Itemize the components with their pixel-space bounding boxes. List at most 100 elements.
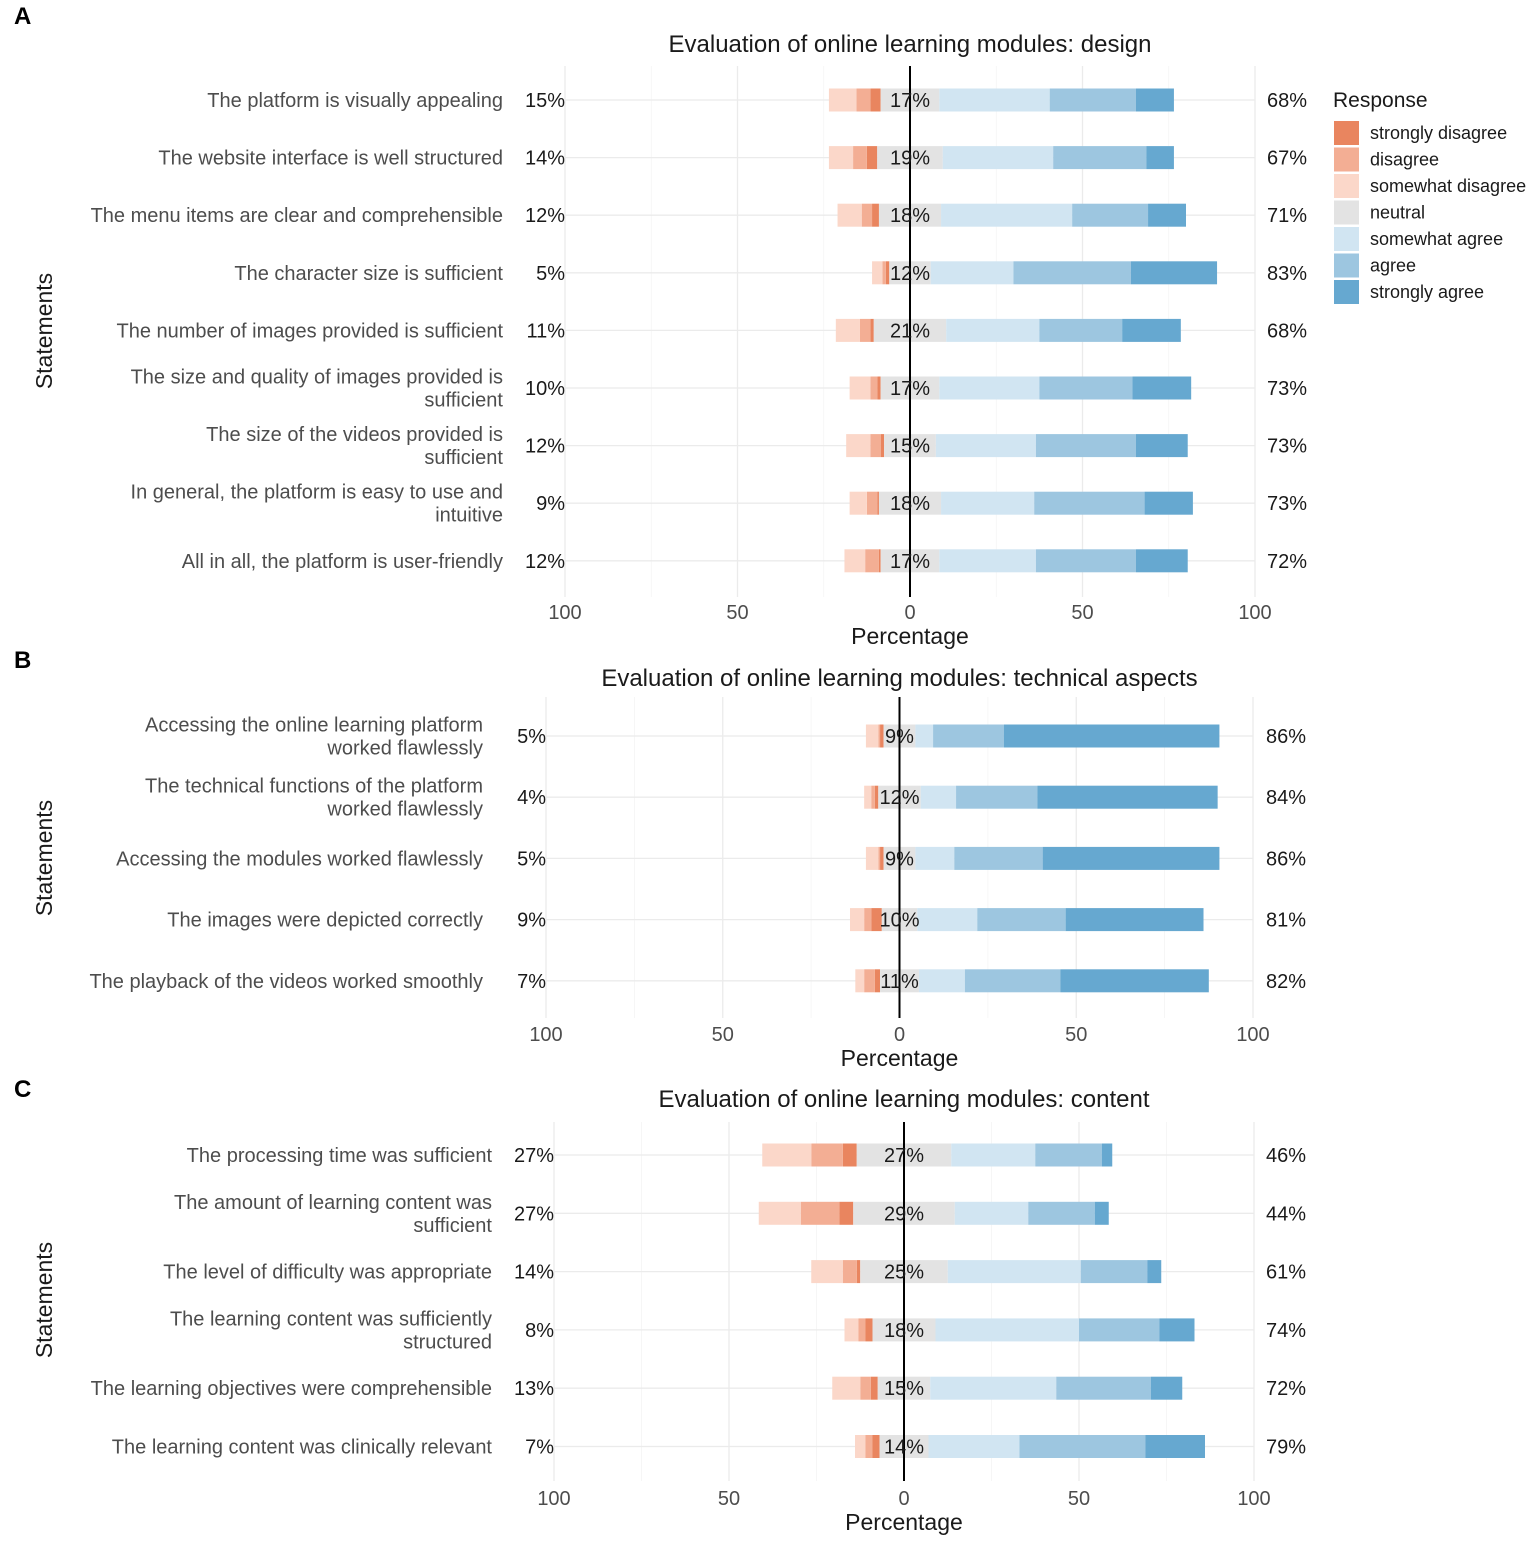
bar-segment-strongly-agree xyxy=(1122,318,1181,342)
agree-percent-label: 46% xyxy=(1266,1145,1306,1167)
bar-segment-somewhat-disagree xyxy=(864,785,872,809)
bar-row xyxy=(832,1376,1183,1400)
bar-segment-agree xyxy=(1013,261,1131,285)
bar-row xyxy=(837,203,1186,227)
bar-row xyxy=(865,846,1220,870)
bar-segment-disagree xyxy=(866,491,878,515)
chart-title: Evaluation of online learning modules: c… xyxy=(659,1086,1150,1113)
disagree-percent-label: 27% xyxy=(514,1203,554,1225)
bar-segment-somewhat-agree xyxy=(939,88,1050,112)
bar-segment-strongly-agree xyxy=(1135,88,1174,112)
bar-row xyxy=(762,1143,1113,1167)
legend-swatch xyxy=(1334,147,1359,172)
statement-label: The processing time was sufficient xyxy=(187,1145,493,1167)
bar-segment-strongly-disagree xyxy=(865,1318,873,1342)
bar-segment-somewhat-disagree xyxy=(835,318,860,342)
legend-swatch xyxy=(1334,174,1359,198)
bar-segment-somewhat-agree xyxy=(947,1260,1081,1284)
agree-percent-label: 61% xyxy=(1266,1262,1306,1284)
bar-segment-somewhat-agree xyxy=(918,969,965,993)
agree-percent-label: 68% xyxy=(1267,90,1307,112)
bar-segment-disagree xyxy=(871,785,875,809)
disagree-percent-label: 12% xyxy=(525,551,565,573)
legend-swatch xyxy=(1334,253,1359,278)
bar-row xyxy=(846,434,1188,458)
bar-segment-somewhat-agree xyxy=(939,549,1036,573)
bar-segment-agree xyxy=(1039,318,1123,342)
bar-segment-strongly-disagree xyxy=(856,1260,861,1284)
bar-segment-disagree xyxy=(800,1201,840,1225)
statement-label: The menu items are clear and comprehensi… xyxy=(91,205,503,227)
x-tick-label: 0 xyxy=(904,602,915,624)
bar-segment-strongly-agree xyxy=(1144,491,1193,515)
bar-segment-somewhat-agree xyxy=(935,434,1036,458)
bar-row xyxy=(828,88,1174,112)
neutral-percent-label: 17% xyxy=(890,378,930,400)
bar-segment-disagree xyxy=(811,1143,843,1167)
y-axis-title: Statements xyxy=(31,800,57,916)
legend-item: disagree xyxy=(1334,147,1439,172)
x-tick-label: 100 xyxy=(529,1024,562,1046)
neutral-percent-label: 18% xyxy=(884,1320,924,1342)
agree-percent-label: 86% xyxy=(1266,848,1306,870)
bar-segment-strongly-disagree xyxy=(866,146,878,170)
bar-segment-agree xyxy=(1039,376,1133,400)
disagree-percent-label: 9% xyxy=(517,910,546,932)
bar-segment-somewhat-disagree xyxy=(828,146,854,170)
bar-segment-somewhat-disagree xyxy=(872,261,883,285)
bar-segment-strongly-disagree xyxy=(880,846,884,870)
bar-segment-agree xyxy=(1072,203,1149,227)
bar-segment-strongly-agree xyxy=(1146,146,1174,170)
bar-segment-strongly-agree xyxy=(1060,969,1209,993)
bar-segment-somewhat-disagree xyxy=(849,376,871,400)
bar-segment-disagree xyxy=(870,434,881,458)
bar-segment-disagree xyxy=(865,549,879,573)
bar-segment-somewhat-disagree xyxy=(828,88,857,112)
x-axis-title: Percentage xyxy=(841,1045,959,1071)
bar-segment-somewhat-agree xyxy=(941,491,1035,515)
x-tick-label: 50 xyxy=(1071,602,1093,624)
neutral-percent-label: 18% xyxy=(890,205,930,227)
bar-segment-disagree xyxy=(878,846,881,870)
legend-item: somewhat agree xyxy=(1334,227,1503,251)
bar-segment-strongly-disagree xyxy=(877,491,879,515)
bar-segment-somewhat-disagree xyxy=(849,491,867,515)
bar-segment-agree xyxy=(1035,1143,1102,1167)
legend-swatch xyxy=(1334,121,1359,145)
agree-percent-label: 72% xyxy=(1267,551,1307,573)
bar-segment-agree xyxy=(1028,1201,1095,1225)
bar-segment-disagree xyxy=(870,376,878,400)
bar-segment-disagree xyxy=(882,261,886,285)
disagree-percent-label: 15% xyxy=(525,90,565,112)
legend-swatch xyxy=(1334,200,1359,225)
statement-label: The size of the videos provided is suffic… xyxy=(206,424,503,469)
disagree-percent-label: 4% xyxy=(517,787,546,809)
bar-segment-strongly-agree xyxy=(1135,549,1188,573)
x-tick-label: 50 xyxy=(718,1488,740,1510)
bar-segment-strongly-disagree xyxy=(874,969,881,993)
bar-segment-somewhat-agree xyxy=(935,1318,1079,1342)
bar-segment-strongly-disagree xyxy=(874,785,879,809)
bar-segment-agree xyxy=(1053,146,1147,170)
bar-segment-somewhat-disagree xyxy=(855,969,865,993)
bar-segment-somewhat-agree xyxy=(939,376,1040,400)
legend-item: neutral xyxy=(1334,200,1425,225)
neutral-percent-label: 12% xyxy=(890,263,930,285)
bar-segment-somewhat-disagree xyxy=(837,203,862,227)
statement-label: The level of difficulty was appropriate xyxy=(163,1262,492,1284)
chart-title: Evaluation of online learning modules: d… xyxy=(669,31,1152,58)
neutral-percent-label: 17% xyxy=(890,90,930,112)
disagree-percent-label: 12% xyxy=(525,205,565,227)
bar-segment-strongly-agree xyxy=(1132,376,1192,400)
bar-segment-agree xyxy=(954,846,1043,870)
bar-segment-somewhat-agree xyxy=(930,1376,1057,1400)
bar-segment-somewhat-agree xyxy=(930,261,1014,285)
bar-row xyxy=(758,1201,1109,1225)
statement-label: Accessing the modules worked flawlessly xyxy=(116,848,483,870)
legend-label: somewhat disagree xyxy=(1370,176,1526,196)
bar-segment-somewhat-agree xyxy=(920,785,957,809)
agree-percent-label: 72% xyxy=(1266,1378,1306,1400)
legend-label: strongly agree xyxy=(1370,282,1484,302)
bar-segment-strongly-disagree xyxy=(872,1435,880,1458)
bar-segment-disagree xyxy=(842,1260,857,1284)
